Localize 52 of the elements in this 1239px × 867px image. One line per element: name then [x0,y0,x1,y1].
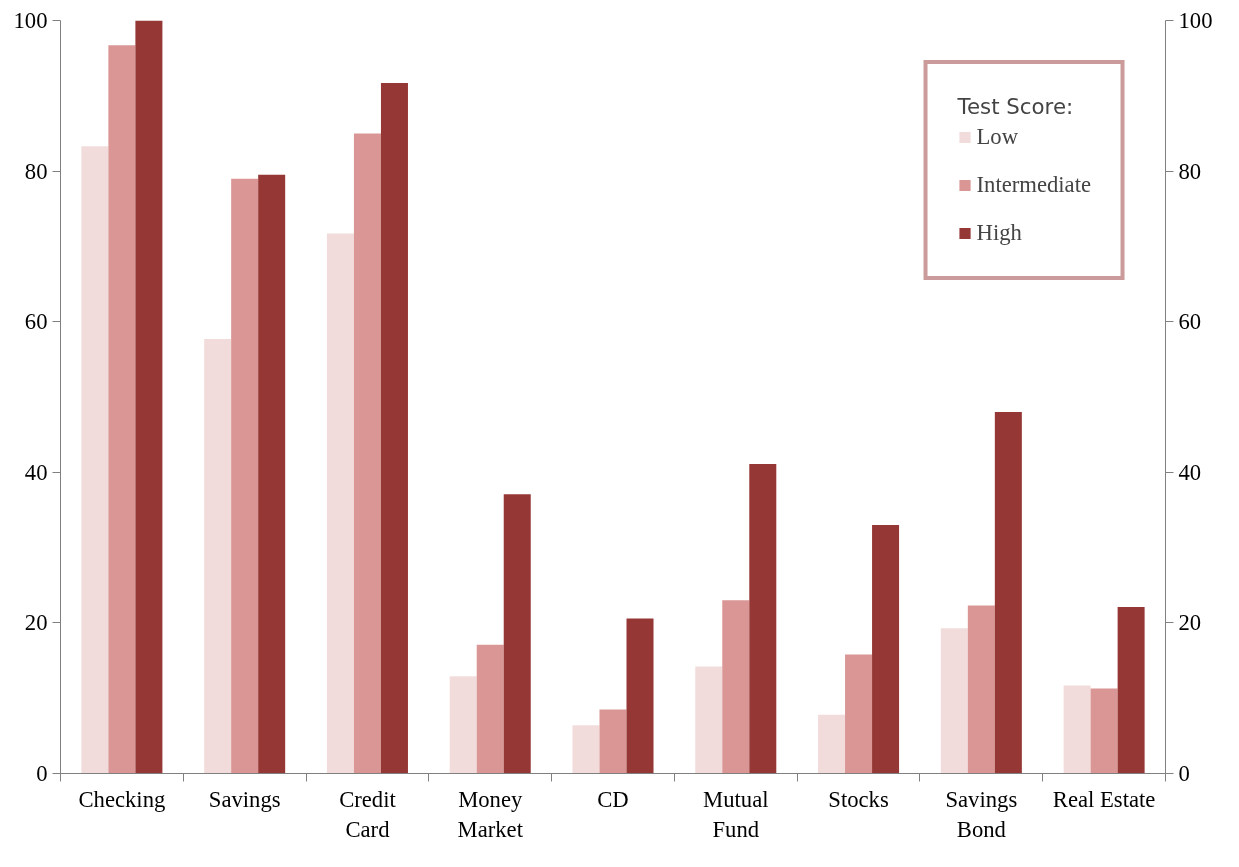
bar [1090,688,1118,774]
y2-tick-label: 80 [1178,158,1202,184]
x-tick-label: Credit Card [339,786,397,842]
x-tick-label: Savings [208,786,281,812]
y-tick-label: 40 [24,459,48,485]
bar [967,605,995,774]
bar [940,628,968,774]
y-tick-label: 100 [13,8,48,33]
bar [845,654,873,774]
x-tick-label: Stocks [828,786,889,812]
bar [204,339,232,774]
x-tick-label: Mutual Fund [703,786,769,842]
bar [108,45,136,774]
bar [626,618,654,774]
legend-title: Test Score: [957,94,1075,119]
bar [1063,685,1091,774]
bar [1117,607,1145,774]
x-tick-label: Real Estate [1052,786,1156,812]
bar [135,20,163,774]
y-tick-label: 80 [24,158,48,184]
y2-tick-label: 20 [1178,610,1202,636]
bar [599,709,627,774]
legend-label: Intermediate [976,172,1091,198]
bar [476,644,504,774]
bar [572,725,600,774]
bar [380,83,408,774]
y2-tick-label: 60 [1178,309,1202,335]
legend-label: High [976,220,1022,246]
bar [353,133,381,774]
bar [722,600,750,774]
x-tick-label: CD [597,786,629,812]
x-tick-label: Checking [78,786,166,812]
legend-label: Low [976,124,1019,150]
bar [994,412,1022,774]
bar [818,714,846,774]
bar [872,525,900,774]
bar [326,233,354,774]
bar [81,146,109,774]
bar [258,174,286,774]
y-tick-label: 0 [36,761,48,786]
y2-tick-label: 0 [1178,761,1190,786]
x-tick-label: Money Market [457,786,524,842]
y-tick-label: 60 [24,309,48,335]
bar [749,464,777,774]
bar [231,178,259,774]
y2-tick-label: 100 [1178,8,1213,33]
y2-tick-label: 40 [1178,459,1202,485]
bar [449,676,477,774]
y-tick-label: 20 [24,610,48,636]
x-tick-label: Savings Bond [945,786,1018,842]
bar [695,666,723,774]
bar [503,494,531,774]
